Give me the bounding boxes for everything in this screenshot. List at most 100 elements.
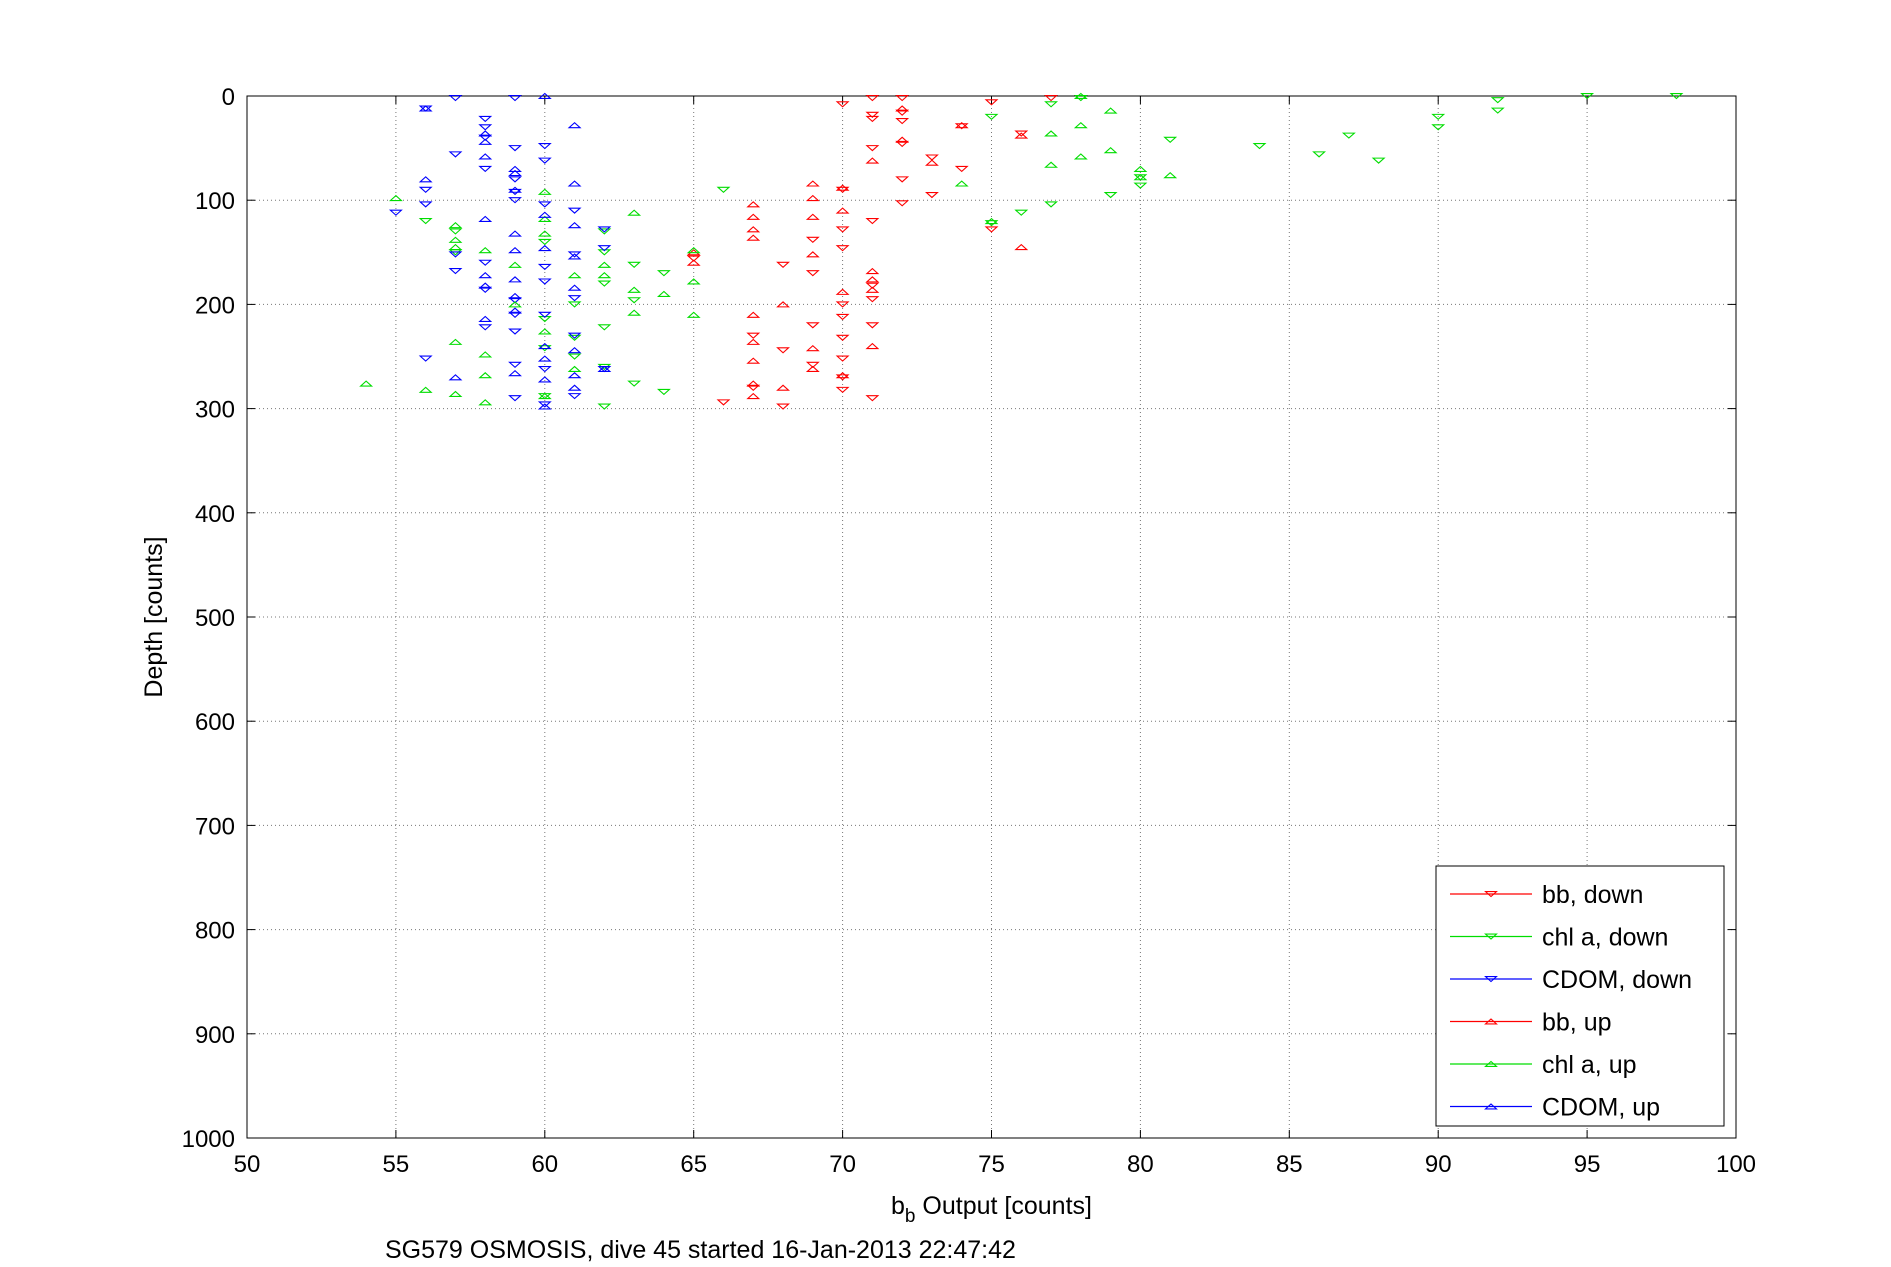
data-point-marker (567, 393, 582, 400)
x-tick-label: 50 (234, 1151, 261, 1178)
data-point-marker (835, 386, 850, 394)
data-point-marker (448, 251, 463, 258)
axis-ticks: 50 55 60 65 70 75 80 85 90 95 10001002003004005006… (182, 84, 1756, 1178)
data-point-marker (597, 365, 612, 373)
legend-label: bb, up (1542, 1009, 1612, 1037)
data-point-marker (597, 245, 612, 252)
x-axis-label-main: b (891, 1192, 905, 1220)
y-tick-label: 700 (195, 813, 235, 840)
legend-box (1435, 865, 1725, 1127)
data-point-marker (984, 217, 999, 225)
data-point-marker (746, 234, 761, 241)
data-point-marker (1073, 153, 1088, 160)
data-point-marker (567, 253, 582, 260)
data-point-marker (508, 297, 522, 304)
data-point-marker (865, 111, 880, 118)
data-point-marker (448, 268, 463, 275)
data-point-marker (805, 236, 820, 244)
data-point-marker (537, 376, 552, 383)
x-tick-label: 100 (1716, 1151, 1756, 1178)
series-0 (686, 95, 1058, 410)
data-point-marker (954, 165, 969, 173)
data-point-marker (537, 211, 552, 218)
data-point-marker (359, 380, 374, 387)
data-point-marker (1163, 171, 1178, 179)
data-point-marker (805, 361, 820, 369)
data-point-marker (537, 215, 552, 222)
data-point-marker (776, 384, 790, 391)
y-axis-label: Depth [counts] (140, 536, 168, 697)
data-point-marker (448, 221, 463, 229)
x-tick-label: 90 (1425, 1151, 1452, 1178)
data-point-marker (895, 200, 910, 207)
data-point-marker (508, 197, 522, 204)
data-point-marker (388, 209, 403, 216)
y-tick-label: 200 (195, 292, 235, 319)
data-point-marker (418, 105, 433, 112)
data-point-marker (984, 226, 999, 233)
data-point-marker (537, 188, 552, 195)
data-point-marker (656, 388, 671, 396)
data-point-marker (508, 247, 522, 254)
x-tick-label: 70 (829, 1151, 856, 1178)
data-point-marker (895, 117, 910, 125)
y-tick-label: 800 (195, 918, 235, 945)
data-point-marker (537, 355, 552, 362)
data-point-marker (418, 201, 433, 208)
data-point-marker (567, 272, 582, 279)
data-point-marker (746, 338, 761, 345)
data-point-marker (537, 238, 552, 246)
data-point-marker (805, 322, 820, 329)
data-point-marker (627, 297, 642, 304)
data-point-marker (478, 215, 493, 222)
data-point-marker (508, 361, 522, 369)
y-tick-label: 300 (195, 397, 235, 424)
data-point-marker (448, 95, 463, 102)
data-point-marker (537, 244, 552, 252)
data-point-marker (508, 261, 522, 268)
data-point-marker (835, 207, 850, 214)
data-point-marker (508, 307, 522, 314)
x-tick-label: 55 (383, 1151, 410, 1178)
data-point-marker (686, 311, 701, 318)
data-point-marker (448, 151, 463, 158)
data-point-marker (537, 263, 552, 271)
data-point-marker (1103, 107, 1118, 114)
data-point-marker (597, 324, 612, 331)
data-point-marker (746, 332, 761, 339)
y-tick-label: 900 (195, 1022, 235, 1049)
data-point-marker (508, 301, 522, 308)
data-point-marker (1431, 113, 1446, 121)
x-axis-label: bb Output [counts] (891, 1192, 1092, 1227)
data-point-marker (865, 276, 880, 283)
data-point-marker (597, 280, 612, 287)
data-point-marker (478, 372, 493, 379)
data-point-marker (865, 157, 880, 164)
data-point-marker (686, 259, 701, 266)
series-5 (418, 92, 612, 410)
data-point-marker (508, 230, 522, 237)
data-point-marker (537, 342, 552, 350)
data-point-marker (1490, 97, 1505, 104)
data-point-marker (448, 243, 463, 251)
data-point-marker (1014, 243, 1029, 251)
legend-entry: bb, down (1450, 881, 1643, 909)
data-point-marker (656, 270, 671, 277)
data-point-marker (567, 353, 582, 360)
data-point-marker (478, 124, 493, 131)
data-point-marker (865, 342, 880, 350)
data-point-marker (508, 369, 522, 377)
data-point-marker (895, 109, 910, 116)
data-point-marker (567, 334, 582, 341)
data-point-marker (1073, 121, 1088, 129)
data-point-marker (448, 228, 463, 235)
data-point-marker (1669, 92, 1684, 100)
data-point-marker (1073, 92, 1088, 100)
x-axis-label-subscript: b (905, 1206, 916, 1227)
data-point-marker (1103, 191, 1118, 199)
data-point-marker (895, 136, 910, 143)
data-point-marker (567, 347, 582, 354)
data-point-marker (746, 380, 761, 387)
data-markers (359, 92, 1684, 410)
data-point-marker (746, 226, 761, 233)
